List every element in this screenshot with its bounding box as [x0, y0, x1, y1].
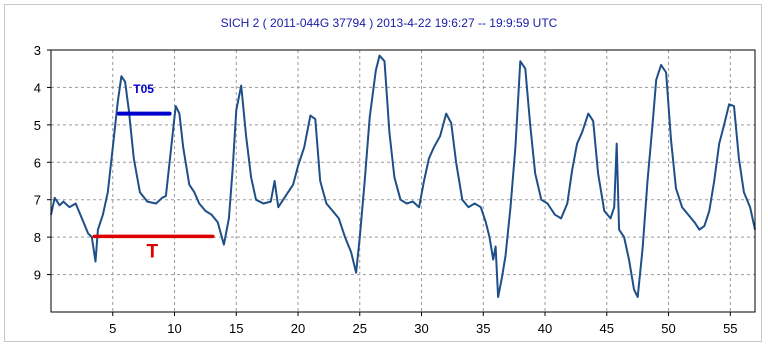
x-tick-label: 50	[661, 321, 675, 336]
x-tick-label: 10	[167, 321, 181, 336]
y-tick-label: 5	[34, 118, 41, 133]
x-tick-label: 20	[291, 321, 305, 336]
series-line-0	[50, 54, 756, 298]
x-tick-label: 5	[109, 321, 116, 336]
chart-title: SICH 2 ( 2011-044G 37794 ) 2013-4-22 19:…	[221, 16, 558, 30]
y-tick-label: 3	[34, 43, 41, 58]
t05-marker-label: T05	[133, 82, 154, 96]
y-tick-label: 6	[34, 155, 41, 170]
x-tick-label: 15	[229, 321, 243, 336]
x-tick-label: 35	[476, 321, 490, 336]
plot-border	[50, 49, 756, 313]
grid	[51, 49, 755, 312]
x-tick-label: 30	[414, 321, 428, 336]
series-layer	[50, 54, 756, 298]
y-tick-label: 8	[34, 230, 41, 245]
x-tick-label: 45	[600, 321, 614, 336]
x-tick-label: 25	[353, 321, 367, 336]
y-tick-label: 9	[34, 268, 41, 283]
y-tick-label: 7	[34, 193, 41, 208]
t-marker-label: T	[146, 242, 158, 263]
annotations: T05 T	[92, 82, 215, 263]
y-tick-label: 4	[34, 80, 41, 95]
chart-frame: SICH 2 ( 2011-044G 37794 ) 2013-4-22 19:…	[4, 4, 762, 342]
x-tick-label: 55	[723, 321, 737, 336]
x-tick-label: 40	[538, 321, 552, 336]
line-chart: SICH 2 ( 2011-044G 37794 ) 2013-4-22 19:…	[34, 16, 756, 336]
